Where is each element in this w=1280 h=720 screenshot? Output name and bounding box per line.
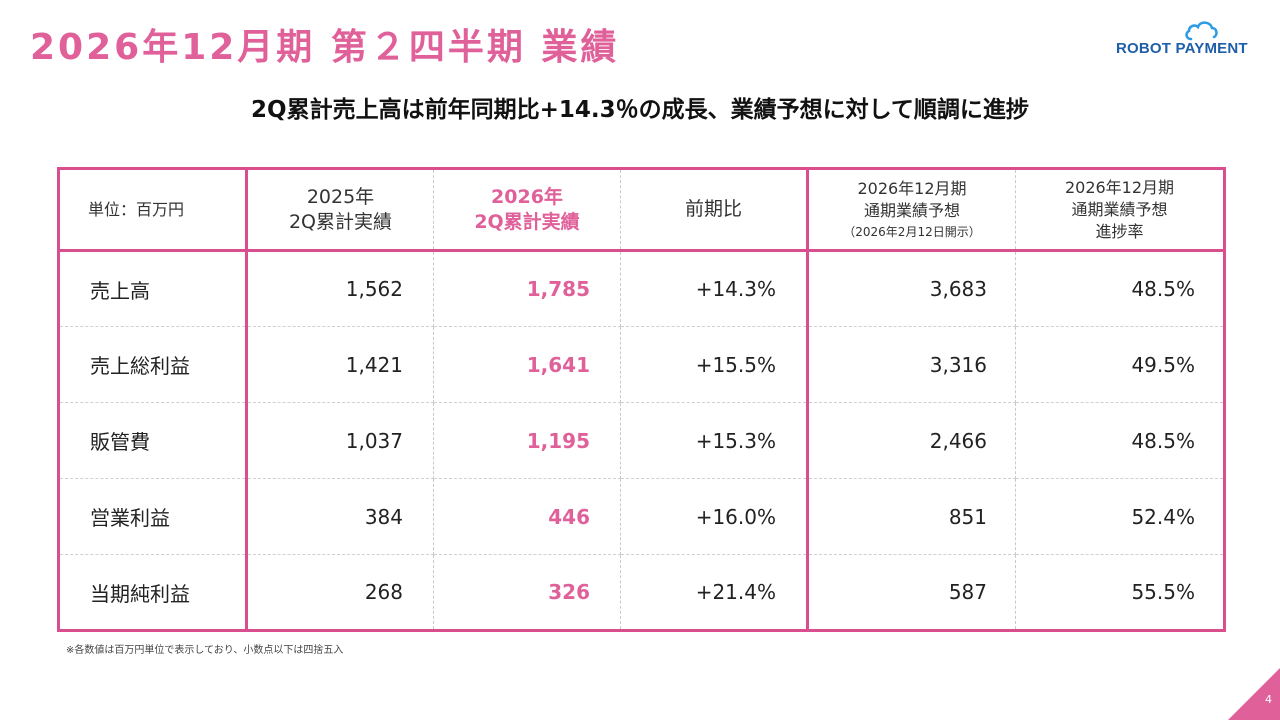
table-row: 販管費 1,037 1,195 +15.3% 2,466 48.5% — [58, 402, 1225, 479]
header-yoy: 前期比 — [620, 168, 809, 252]
table-row: 当期純利益 268 326 +21.4% 587 55.5% — [58, 554, 1225, 631]
robot-payment-logo: ROBOT PAYMENT — [1116, 20, 1258, 62]
cell-curr: 1,641 — [433, 326, 621, 403]
row-label: 当期純利益 — [58, 554, 248, 631]
row-label: 営業利益 — [58, 478, 248, 555]
cell-forecast: 3,316 — [807, 326, 1016, 403]
cell-yoy: +15.5% — [620, 326, 809, 403]
cell-prev: 1,562 — [246, 250, 434, 327]
header-prev-2q: 2025年 2Q累計実績 — [246, 168, 434, 252]
header-curr-line1: 2026年 — [491, 185, 563, 208]
header-prev-line2: 2Q累計実績 — [288, 210, 393, 233]
cell-curr: 326 — [433, 554, 621, 631]
header-curr-2q: 2026年 2Q累計実績 — [433, 168, 621, 252]
unit-label: 単位：百万円 — [58, 168, 248, 252]
cell-prev: 1,037 — [246, 402, 434, 479]
cell-forecast: 587 — [807, 554, 1016, 631]
header-forecast-line1: 2026年12月期 — [857, 178, 967, 198]
header-forecast-line2: 通期業績予想 — [863, 200, 960, 220]
cell-progress: 55.5% — [1131, 580, 1195, 604]
header-progress: 2026年12月期 通期業績予想 進捗率 — [1015, 168, 1225, 252]
table-row: 売上総利益 1,421 1,641 +15.5% 3,316 49.5% — [58, 326, 1225, 403]
cell-curr: 1,195 — [433, 402, 621, 479]
header-progress-line3: 進捗率 — [1095, 221, 1144, 241]
cell-progress: 49.5% — [1015, 326, 1225, 403]
row-label: 売上総利益 — [58, 326, 248, 403]
cell-curr: 446 — [433, 478, 621, 555]
page-number: 4 — [1265, 693, 1272, 706]
cell-yoy: +21.4% — [620, 554, 809, 631]
results-table: 単位：百万円 2025年 2Q累計実績 2026年 2Q累計実績 前期比 202… — [57, 167, 1226, 632]
header-prev-line1: 2025年 — [306, 185, 375, 208]
cell-forecast: 2,466 — [807, 402, 1016, 479]
header-curr-line2: 2Q累計実績 — [474, 210, 580, 233]
table-row: 売上高 1,562 1,785 +14.3% 3,683 48.5% — [58, 250, 1225, 327]
cell-progress: 52.4% — [1015, 478, 1225, 555]
cell-yoy: +15.3% — [620, 402, 809, 479]
row-label: 売上高 — [58, 250, 248, 327]
cell-curr: 1,785 — [433, 250, 621, 327]
table-header-row: 単位：百万円 2025年 2Q累計実績 2026年 2Q累計実績 前期比 202… — [58, 168, 1225, 252]
cell-yoy: +14.3% — [620, 250, 809, 327]
cell-forecast: 3,683 — [807, 250, 1016, 327]
header-progress-line1: 2026年12月期 — [1064, 177, 1175, 197]
row-label: 販管費 — [58, 402, 248, 479]
cell-prev: 1,421 — [246, 326, 434, 403]
table-row: 営業利益 384 446 +16.0% 851 52.4% — [58, 478, 1225, 555]
cell-forecast: 851 — [807, 478, 1016, 555]
cell-prev: 268 — [246, 554, 434, 631]
header-progress-line2: 通期業績予想 — [1071, 199, 1168, 219]
logo-text: ROBOT PAYMENT — [1116, 40, 1248, 57]
cell-progress: 48.5% — [1015, 402, 1225, 479]
cloud-icon — [1185, 21, 1218, 41]
page-corner-decoration — [1228, 668, 1280, 720]
footnote: ※各数値は百万円単位で表示しており、小数点以下は四捨五入 — [66, 645, 344, 656]
cell-progress: 48.5% — [1015, 250, 1225, 327]
cell-yoy: +16.0% — [620, 478, 809, 555]
slide-subtitle: 2Q累計売上高は前年同期比+14.3％の成長、業績予想に対して順調に進捗 — [251, 97, 1029, 123]
cell-prev: 384 — [246, 478, 434, 555]
header-yoy-line1: 前期比 — [684, 198, 742, 220]
header-forecast: 2026年12月期 通期業績予想 （2026年2月12日開示） — [807, 168, 1016, 252]
header-forecast-line3: （2026年2月12日開示） — [843, 224, 981, 239]
page-title: 2026年12月期 第２四半期 業績 — [30, 27, 620, 68]
